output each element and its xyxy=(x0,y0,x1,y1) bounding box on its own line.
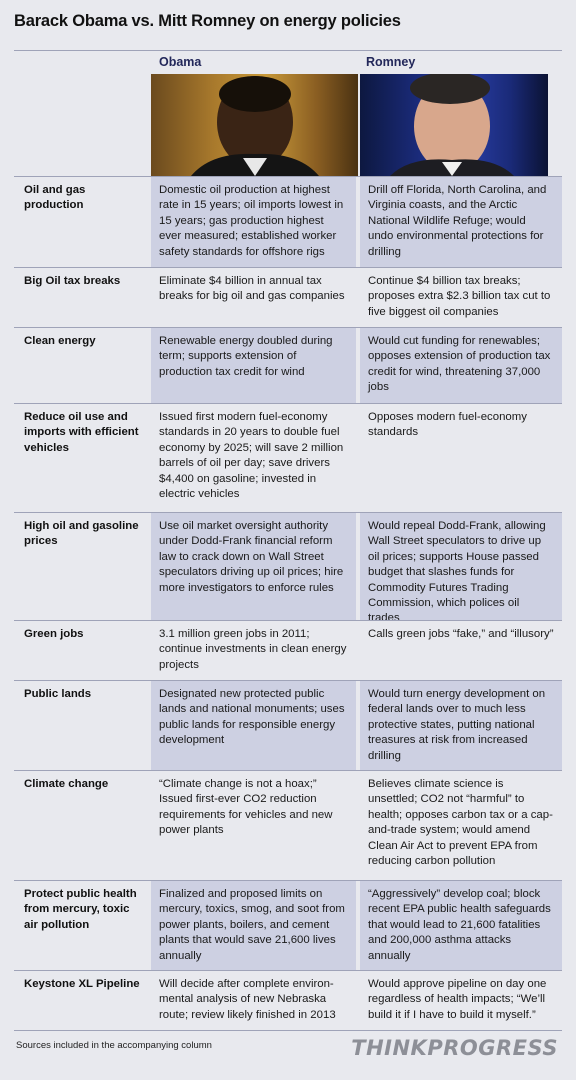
obama-cell: Designated new protected public lands an… xyxy=(151,681,358,771)
sources-note: Sources included in the accompanying col… xyxy=(16,1040,212,1051)
romney-cell: Believes climate science is unsettled; C… xyxy=(360,771,562,881)
row-topic: Clean energy xyxy=(24,335,96,347)
column-header-row: Obama Romney xyxy=(14,50,562,75)
row-topic: Green jobs xyxy=(24,628,84,640)
romney-cell: Opposes modern fuel-economy standards xyxy=(360,404,562,513)
romney-cell: Would turn energy development on federal… xyxy=(360,681,562,771)
obama-cell: Renewable energy doubled during term; su… xyxy=(151,328,358,404)
romney-cell: Continue $4 billion tax breaks; proposes… xyxy=(360,268,562,328)
obama-cell: Domestic oil production at highest rate … xyxy=(151,177,358,268)
obama-cell: Will decide after complete environ-menta… xyxy=(151,971,358,1031)
romney-cell: “Aggressively” develop coal; block recen… xyxy=(360,881,562,971)
page-title: Barack Obama vs. Mitt Romney on energy p… xyxy=(14,12,401,30)
table-row: Green jobs 3.1 million green jobs in 2011… xyxy=(14,620,562,681)
romney-cell: Calls green jobs “fake,” and “illusory” xyxy=(360,621,562,681)
romney-photo xyxy=(360,74,548,176)
romney-cell: Would approve pipeline on day one regard… xyxy=(360,971,562,1031)
thinkprogress-logo: THINKPROGRESS xyxy=(351,1036,558,1060)
obama-cell: Use oil market oversight authority under… xyxy=(151,513,358,621)
row-topic: Big Oil tax breaks xyxy=(24,275,121,287)
table-row: Reduce oil use and imports with efficien… xyxy=(14,403,562,513)
table-row: Clean energy Renewable energy doubled dur… xyxy=(14,327,562,404)
obama-photo xyxy=(151,74,358,176)
table-row: Oil and gas production Domestic oil produ… xyxy=(14,176,562,268)
table-bottom-rule xyxy=(14,1030,562,1031)
romney-column-header: Romney xyxy=(366,55,416,69)
row-topic: Climate change xyxy=(24,778,109,790)
table-row: High oil and gasoline prices Use oil mark… xyxy=(14,512,562,624)
row-topic: Reduce oil use and imports with efficien… xyxy=(24,411,139,454)
obama-cell: Finalized and proposed limits on mercury… xyxy=(151,881,358,971)
romney-cell: Drill off Florida, North Carolina, and V… xyxy=(360,177,562,268)
obama-cell: Issued first modern fuel-economy standar… xyxy=(151,404,358,513)
row-topic: Oil and gas production xyxy=(24,184,86,212)
romney-cell: Would repeal Dodd-Frank, allowing Wall S… xyxy=(360,513,562,624)
table-row: Keystone XL Pipeline Will decide after co… xyxy=(14,970,562,1031)
table-row: Protect public health from mercury, toxi… xyxy=(14,880,562,971)
table-row: Big Oil tax breaks Eliminate $4 billion i… xyxy=(14,267,562,328)
table-row: Public lands Designated new protected pub… xyxy=(14,680,562,771)
row-topic: Protect public health from mercury, toxi… xyxy=(24,888,137,931)
obama-cell: 3.1 million green jobs in 2011; continue… xyxy=(151,621,358,681)
romney-cell: Would cut funding for renewables; oppose… xyxy=(360,328,562,404)
obama-cell: “Climate change is not a hoax;” Issued f… xyxy=(151,771,358,881)
row-topic: High oil and gasoline prices xyxy=(24,520,139,548)
table-row: Climate change “Climate change is not a h… xyxy=(14,770,562,881)
obama-column-header: Obama xyxy=(159,55,202,69)
row-topic: Public lands xyxy=(24,688,92,700)
obama-cell: Eliminate $4 billion in annual tax break… xyxy=(151,268,358,328)
row-topic: Keystone XL Pipeline xyxy=(24,978,140,990)
